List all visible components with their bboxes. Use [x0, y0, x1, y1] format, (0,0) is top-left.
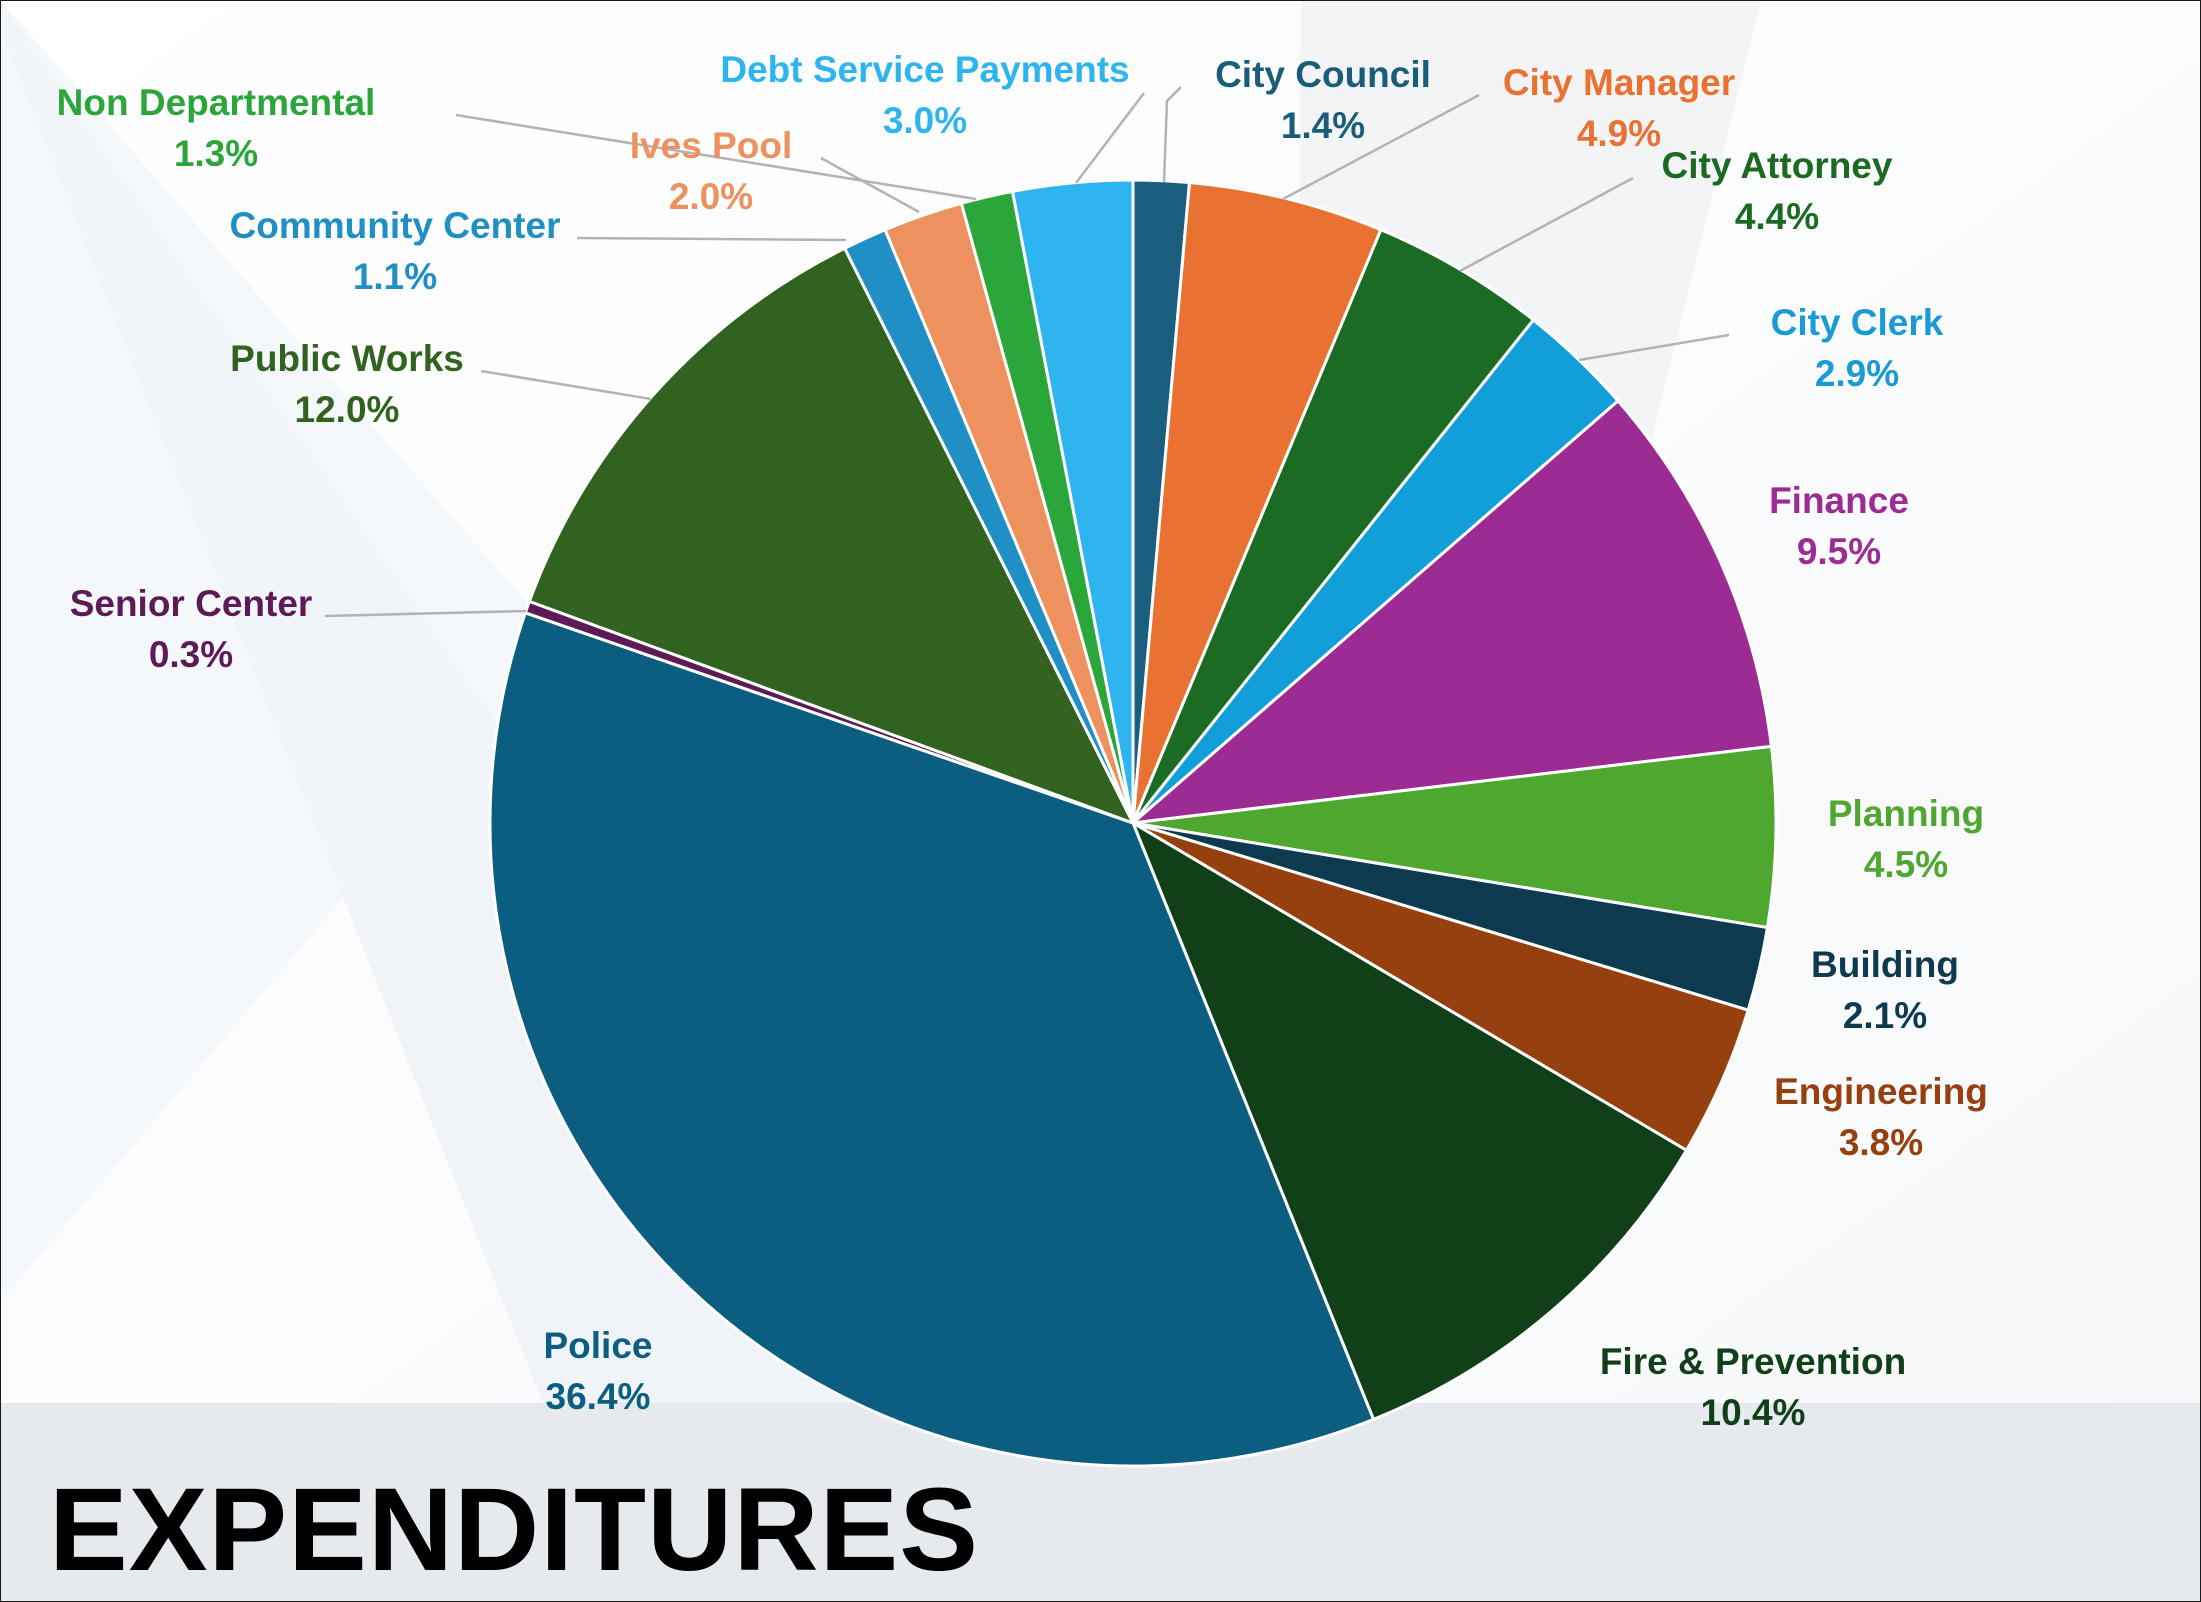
leader-line-senior-center — [324, 609, 527, 618]
leader-line-city-council — [1162, 86, 1182, 183]
slice-label-senior-center: Senior Center — [70, 583, 313, 624]
leader-line-city-clerk — [1578, 333, 1730, 362]
slice-label-city-manager: City Manager — [1503, 62, 1735, 103]
slice-value-non-departmental: 1.3% — [174, 133, 258, 174]
leader-lines — [324, 86, 1730, 618]
slice-value-senior-center: 0.3% — [149, 634, 233, 675]
slice-label-public-works: Public Works — [230, 338, 464, 379]
leader-line-ives-pool — [820, 156, 920, 214]
slice-label-planning: Planning — [1828, 793, 1984, 834]
slice-value-city-council: 1.4% — [1281, 105, 1365, 146]
slice-value-debt-service-payments: 3.0% — [883, 100, 967, 141]
leader-line-community-center — [576, 236, 847, 242]
slice-value-engineering: 3.8% — [1839, 1122, 1923, 1163]
slice-value-fire-and-prevention: 10.4% — [1701, 1392, 1806, 1433]
slice-label-non-departmental: Non Departmental — [57, 82, 376, 123]
pie-slice-police — [488, 611, 1375, 1468]
slice-value-finance: 9.5% — [1797, 531, 1881, 572]
pie-slice-public-works — [527, 246, 1135, 825]
slice-label-fire-and-prevention: Fire & Prevention — [1600, 1341, 1906, 1382]
pie-slice-finance — [1131, 399, 1773, 825]
slice-value-public-works: 12.0% — [295, 389, 400, 430]
slice-label-building: Building — [1811, 944, 1959, 985]
slice-label-city-attorney: City Attorney — [1662, 145, 1893, 186]
slice-label-debt-service-payments: Debt Service Payments — [720, 49, 1129, 90]
pie-slice-planning — [1131, 744, 1778, 930]
slice-value-planning: 4.5% — [1864, 844, 1948, 885]
slice-label-city-council: City Council — [1215, 54, 1431, 95]
slice-label-engineering: Engineering — [1774, 1071, 1988, 1112]
slice-label-city-clerk: City Clerk — [1771, 302, 1944, 343]
pie-slice-debt-service-payments — [1011, 178, 1135, 825]
chart-title: EXPENDITURES — [49, 1464, 979, 1596]
leader-line-public-works — [480, 369, 652, 401]
leader-line-non-departmental — [455, 113, 977, 201]
pie-slice-city-manager — [1131, 180, 1383, 825]
background-shape — [1, 1, 561, 1301]
leader-line-city-manager — [1282, 93, 1480, 201]
slice-value-ives-pool: 2.0% — [669, 176, 753, 217]
slice-label-police: Police — [544, 1325, 653, 1366]
leader-line-city-attorney — [1459, 176, 1634, 273]
slice-label-community-center: Community Center — [230, 205, 561, 246]
labels-group: City Council 1.4% City Manager 4.9%City Att… — [57, 49, 1988, 1433]
slice-value-community-center: 1.1% — [353, 256, 437, 297]
leader-line-debt-service-payments — [1075, 92, 1145, 184]
slice-label-ives-pool: Ives Pool — [630, 125, 792, 166]
slice-value-building: 2.1% — [1843, 995, 1927, 1036]
slice-label-finance: Finance — [1769, 480, 1909, 521]
slice-value-city-attorney: 4.4% — [1735, 196, 1819, 237]
slice-value-police: 36.4% — [546, 1376, 651, 1417]
slice-value-city-manager: 4.9% — [1577, 113, 1661, 154]
slices-group — [488, 178, 1778, 1468]
pie-slice-fire-and-prevention — [1131, 821, 1688, 1421]
slice-value-city-clerk: 2.9% — [1815, 353, 1899, 394]
